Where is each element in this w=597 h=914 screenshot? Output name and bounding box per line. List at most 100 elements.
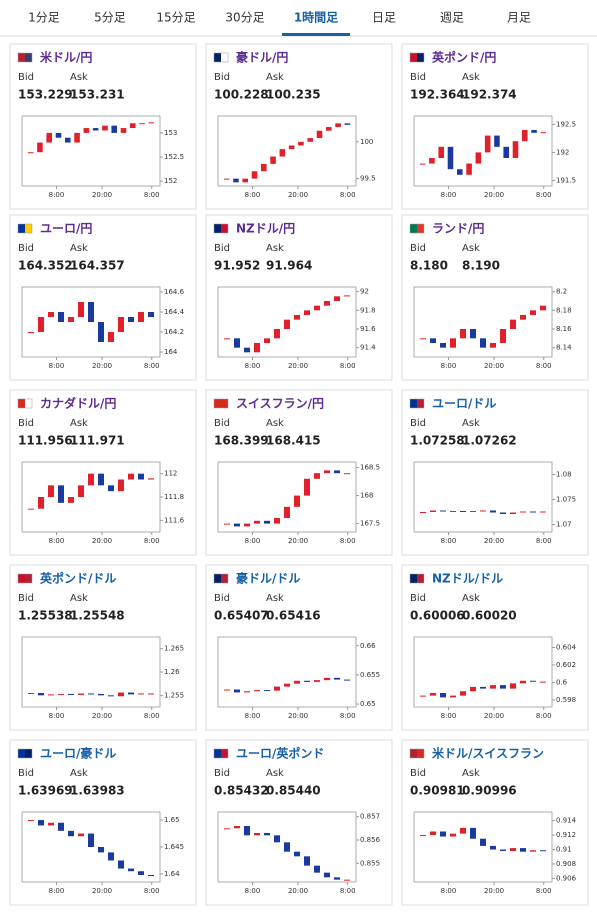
x-tick-label: 8:00 bbox=[441, 712, 457, 720]
pair-name[interactable]: 豪ドル/ドル bbox=[236, 571, 300, 586]
candle bbox=[304, 310, 310, 315]
x-tick-label: 8:00 bbox=[441, 191, 457, 199]
candle bbox=[224, 338, 230, 340]
y-tick-label: 111.6 bbox=[164, 516, 185, 524]
candle bbox=[540, 850, 546, 852]
candle bbox=[540, 681, 546, 683]
candle bbox=[447, 146, 454, 170]
candle bbox=[344, 473, 350, 475]
tab[interactable]: 週足 bbox=[440, 11, 464, 25]
candle bbox=[475, 152, 482, 164]
y-tick-label: 92 bbox=[360, 288, 369, 296]
candle bbox=[108, 485, 114, 492]
candle bbox=[314, 305, 320, 311]
flag bbox=[417, 574, 424, 583]
candle bbox=[304, 680, 310, 682]
candle bbox=[242, 178, 248, 183]
candle bbox=[78, 833, 84, 837]
y-tick-label: 168.5 bbox=[360, 464, 380, 472]
ask-label: Ask bbox=[266, 768, 284, 779]
flag bbox=[18, 53, 25, 62]
tab[interactable]: 月足 bbox=[507, 11, 531, 25]
candle bbox=[261, 163, 267, 172]
flag bbox=[221, 53, 228, 62]
candle bbox=[298, 141, 304, 146]
x-tick-label: 8:00 bbox=[245, 712, 261, 720]
pair-name[interactable]: ランド/円 bbox=[432, 222, 484, 236]
pair-name[interactable]: NZドル/円 bbox=[236, 222, 295, 236]
candle bbox=[234, 826, 240, 829]
candle bbox=[274, 686, 280, 691]
candle bbox=[128, 473, 134, 480]
y-tick-label: 111.8 bbox=[164, 493, 184, 501]
candle bbox=[118, 479, 124, 492]
candle bbox=[326, 127, 332, 131]
candle bbox=[38, 693, 44, 696]
candle bbox=[58, 312, 64, 322]
flag-border bbox=[17, 52, 33, 63]
candle bbox=[512, 141, 519, 158]
candle bbox=[284, 506, 290, 518]
x-tick-label: 8:00 bbox=[144, 712, 160, 720]
candle bbox=[234, 523, 240, 527]
candle bbox=[530, 310, 536, 315]
candle bbox=[420, 835, 426, 837]
candle bbox=[324, 470, 330, 474]
x-tick-label: 8:00 bbox=[340, 191, 356, 199]
x-tick-label: 20:00 bbox=[288, 537, 308, 545]
bid-label: Bid bbox=[18, 593, 34, 604]
y-tick-label: 1.255 bbox=[164, 691, 184, 699]
candle bbox=[503, 146, 509, 158]
flag-border bbox=[409, 748, 425, 759]
candle bbox=[102, 125, 108, 131]
tab[interactable]: 30分足 bbox=[225, 11, 264, 25]
bid-value: 0.85432 bbox=[214, 784, 269, 798]
tab[interactable]: 15分足 bbox=[156, 11, 195, 25]
bid-label: Bid bbox=[410, 418, 426, 429]
candle bbox=[430, 693, 436, 696]
candle bbox=[28, 820, 34, 822]
y-tick-label: 0.604 bbox=[556, 644, 577, 652]
candle bbox=[88, 473, 94, 486]
chart-frame bbox=[217, 115, 357, 187]
candle bbox=[430, 831, 436, 836]
candle bbox=[78, 485, 84, 497]
pair-name[interactable]: カナダドル/円 bbox=[40, 396, 116, 411]
pair-name[interactable]: ユーロ/英ポンド bbox=[236, 746, 324, 761]
candle bbox=[430, 510, 436, 512]
pair-name[interactable]: 米ドル/円 bbox=[40, 50, 92, 65]
ask-label: Ask bbox=[266, 72, 284, 83]
pair-name[interactable]: ユーロ/ドル bbox=[432, 397, 496, 411]
pair-name[interactable]: 米ドル/スイスフラン bbox=[432, 746, 544, 761]
x-tick-label: 8:00 bbox=[340, 537, 356, 545]
candle bbox=[251, 171, 258, 179]
pair-name[interactable]: 英ポンド/円 bbox=[432, 50, 496, 65]
candle bbox=[233, 178, 239, 183]
candle bbox=[28, 332, 34, 333]
flag-border bbox=[17, 223, 33, 234]
pair-name[interactable]: 英ポンド/ドル bbox=[40, 571, 116, 586]
y-tick-label: 0.906 bbox=[556, 874, 577, 882]
candle bbox=[274, 329, 280, 339]
y-tick-label: 1.64 bbox=[164, 870, 180, 878]
tab[interactable]: 日足 bbox=[372, 11, 396, 25]
tab[interactable]: 1分足 bbox=[28, 11, 60, 25]
pair-name[interactable]: 豪ドル/円 bbox=[236, 50, 288, 65]
x-tick-label: 8:00 bbox=[245, 887, 261, 895]
candle bbox=[148, 312, 154, 317]
pair-name[interactable]: スイスフラン/円 bbox=[236, 397, 324, 411]
pair-name[interactable]: ユーロ/豪ドル bbox=[40, 746, 116, 761]
pair-name[interactable]: NZドル/ドル bbox=[432, 572, 503, 586]
flag-border bbox=[213, 573, 229, 584]
x-tick-label: 20:00 bbox=[288, 191, 308, 199]
flag bbox=[18, 574, 25, 583]
candle bbox=[460, 827, 466, 834]
candle bbox=[120, 128, 127, 133]
tab[interactable]: 5分足 bbox=[94, 11, 126, 25]
flag bbox=[221, 574, 228, 583]
candle bbox=[450, 511, 456, 512]
tab[interactable]: 1時間足 bbox=[294, 10, 338, 25]
pair-name[interactable]: ユーロ/円 bbox=[40, 222, 92, 236]
candle bbox=[470, 511, 476, 512]
